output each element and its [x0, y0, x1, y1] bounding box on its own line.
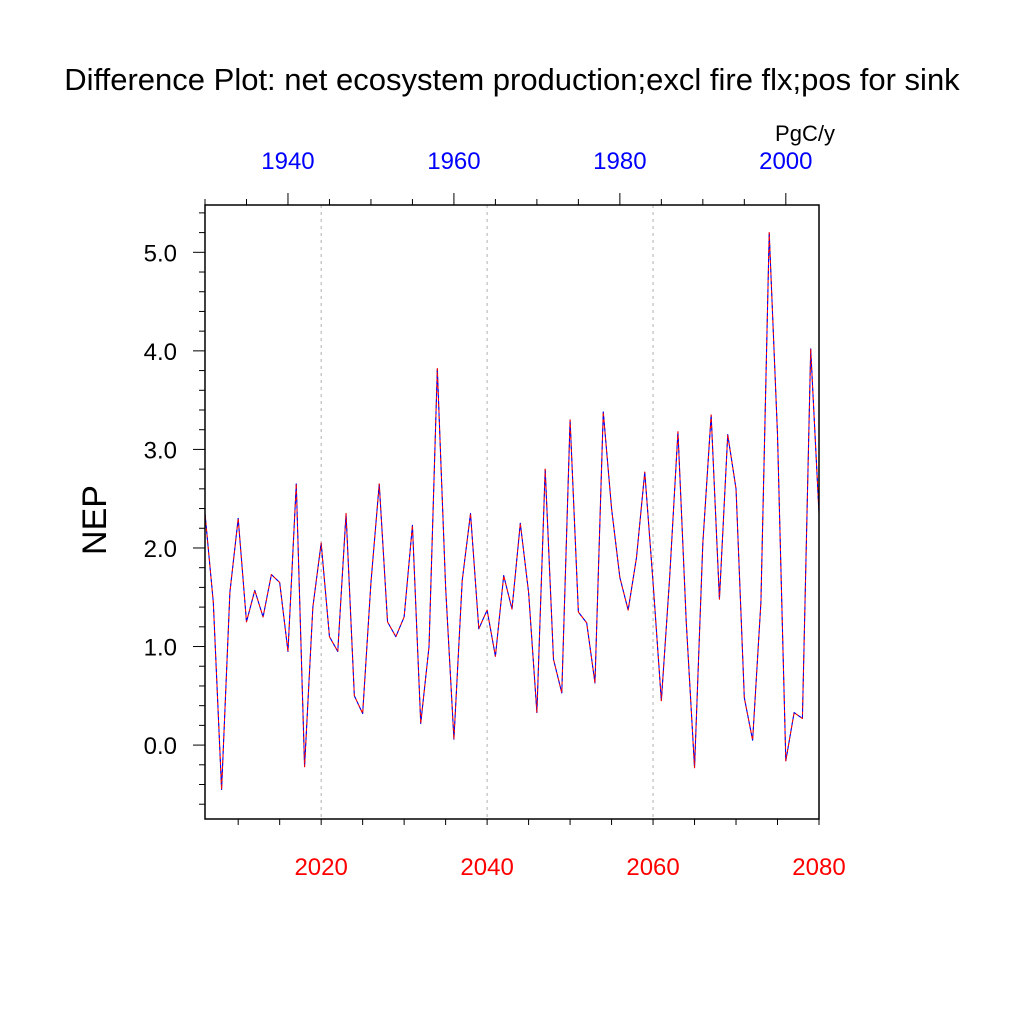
y-tick-label: 4.0	[144, 339, 177, 366]
x-top-tick-label: 1940	[261, 148, 314, 175]
axis-ticks	[193, 193, 820, 825]
plot-frame	[204, 204, 820, 820]
y-tick-label: 3.0	[144, 437, 177, 464]
chart-title: Difference Plot: net ecosystem productio…	[64, 62, 960, 97]
y-tick-label: 5.0	[144, 240, 177, 267]
tick-labels: 2020 2040 2060 2080 1940 1960 1980 2000 0.0 1.0 2.…	[144, 148, 846, 881]
y-tick-label: 0.0	[144, 733, 177, 760]
x-top-tick-label: 1980	[593, 148, 646, 175]
x-bottom-tick-label: 2060	[626, 854, 679, 881]
x-bottom-tick-label: 2020	[294, 854, 347, 881]
x-bottom-tick-label: 2040	[460, 854, 513, 881]
units-label: PgC/y	[775, 121, 835, 146]
series-line-dashed-1	[204, 232, 820, 790]
x-bottom-tick-label: 2080	[792, 854, 845, 881]
series-lines	[204, 232, 820, 790]
series-line-dashed-2	[204, 232, 820, 790]
grid-lines	[320, 205, 654, 819]
y-axis-label: NEP	[76, 485, 114, 555]
y-tick-label: 2.0	[144, 536, 177, 563]
y-tick-label: 1.0	[144, 635, 177, 662]
x-top-tick-label: 1960	[427, 148, 480, 175]
x-top-tick-label: 2000	[759, 148, 812, 175]
